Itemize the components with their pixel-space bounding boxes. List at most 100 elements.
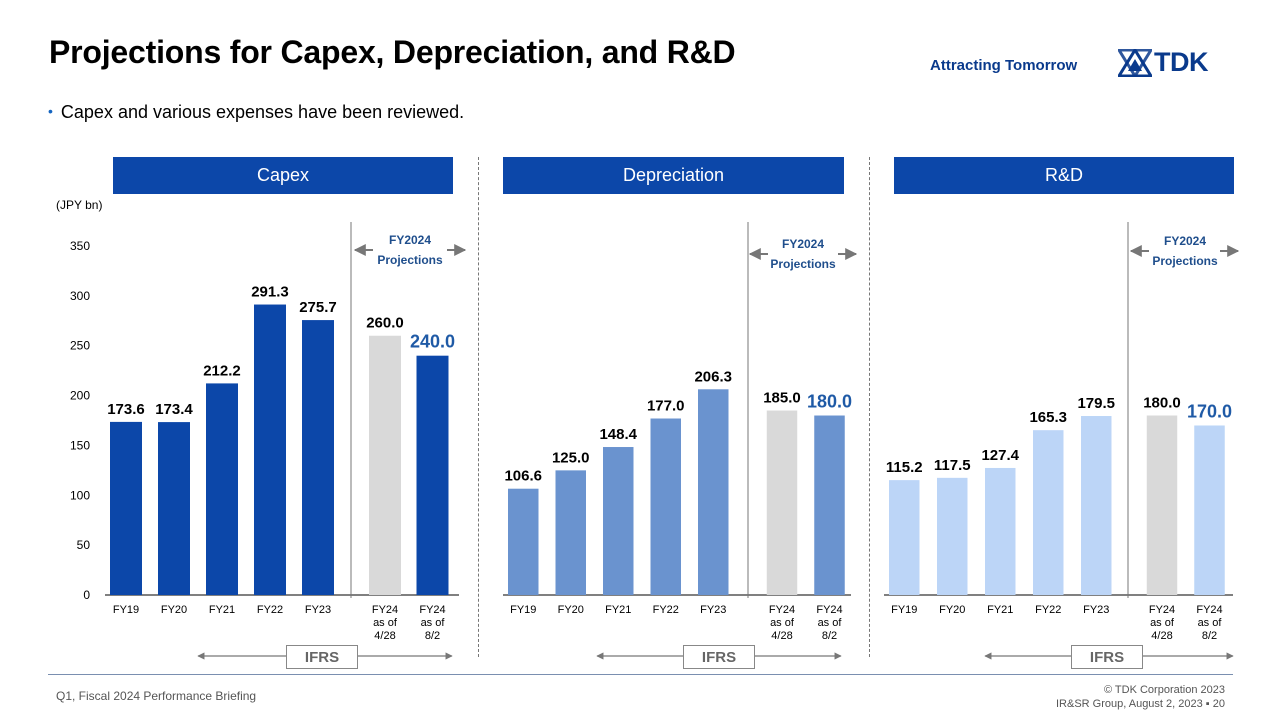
bar [985,467,1016,595]
footer-copyright-line: © TDK Corporation 2023 [1103,684,1225,696]
data-label: 170.0 [1187,401,1232,421]
data-label: 148.4 [599,426,637,443]
x-tick-label: FY21 [605,604,631,616]
x-tick-label: FY20 [939,604,965,616]
x-tick-label: 8/2 [822,630,837,642]
data-label: 206.3 [694,368,732,385]
data-label: 106.6 [504,468,542,485]
page-title: Projections for Capex, Depreciation, and… [49,34,736,70]
x-tick-label: FY23 [305,604,331,616]
ifrs-label: IFRS [286,645,358,669]
panel-divider [478,157,479,657]
bar [416,355,449,595]
data-label: 291.3 [251,284,289,301]
data-label: 125.0 [552,449,590,466]
x-tick-label: 4/28 [1151,630,1172,642]
bar [110,421,142,595]
projection-label-text: Projections [377,253,443,267]
y-tick-label: 0 [83,588,90,602]
y-tick-label: 200 [70,389,90,403]
data-label: 180.0 [807,392,852,412]
header-depreciation: Depreciation [503,157,844,194]
projection-label-year: FY2024 [1164,234,1206,248]
panel-divider [869,157,870,657]
y-tick-label: 250 [70,339,90,353]
data-label: 180.0 [1143,395,1181,412]
x-tick-label: FY24 [1149,604,1175,616]
bar [937,477,968,595]
x-tick-label: FY21 [987,604,1013,616]
bar [555,470,586,595]
header-rnd: R&D [894,157,1234,194]
bar [254,304,286,595]
bar [603,447,634,595]
bar [698,389,729,595]
x-tick-label: FY23 [1083,604,1109,616]
x-tick-label: as of [1198,617,1223,629]
bar [1146,415,1178,595]
logo-text: TDK [1154,47,1209,77]
bar [206,383,238,595]
header-capex: Capex [113,157,453,194]
data-label: 165.3 [1029,409,1067,426]
x-tick-label: as of [818,617,843,629]
data-label: 127.4 [981,447,1019,464]
bar [369,335,401,595]
data-label: 173.6 [107,401,145,418]
x-tick-label: FY24 [419,604,445,616]
y-tick-label: 150 [70,438,90,452]
x-tick-label: FY22 [1035,604,1061,616]
bar [766,410,798,595]
data-label: 173.4 [155,401,193,418]
bullet-text: Capex and various expenses have been rev… [60,102,465,122]
bar [650,418,681,595]
bar [1081,416,1112,595]
x-tick-label: FY22 [257,604,283,616]
bar [158,422,190,595]
y-tick-label: 300 [70,289,90,303]
bar [814,415,845,595]
ifrs-label: IFRS [1071,645,1143,669]
x-tick-label: 4/28 [374,630,395,642]
footer-copyright: © TDK Corporation 2023 IR&SR Group, Augu… [1056,683,1225,711]
x-tick-label: FY22 [653,604,679,616]
x-tick-label: FY19 [113,604,139,616]
x-tick-label: FY24 [769,604,795,616]
tdk-logo-icon [1118,48,1152,77]
ifrs-label: IFRS [683,645,755,669]
projection-label-year: FY2024 [782,237,824,251]
bar [1033,430,1064,595]
x-tick-label: FY24 [816,604,842,616]
x-tick-label: 8/2 [1202,630,1217,642]
data-label: 117.5 [934,457,971,474]
bullet-point: • Capex and various expenses have been re… [48,102,464,123]
bar [889,480,920,595]
x-tick-label: FY19 [891,604,917,616]
data-label: 179.5 [1077,395,1115,412]
x-tick-label: FY19 [510,604,536,616]
bar [1194,425,1225,595]
y-tick-label: 350 [70,239,90,253]
y-tick-label: 50 [77,538,91,552]
x-tick-label: as of [770,617,795,629]
tdk-logo: TDK [1118,47,1209,78]
data-label: 177.0 [647,398,685,415]
data-label: 275.7 [299,299,337,316]
x-tick-label: as of [421,617,446,629]
data-label: 240.0 [410,332,455,352]
footer-divider [48,674,1233,675]
bar [508,488,539,595]
x-tick-label: as of [373,617,398,629]
brand-tagline: Attracting Tomorrow [930,57,1078,74]
x-tick-label: FY24 [1196,604,1222,616]
data-label: 260.0 [366,315,404,332]
x-tick-label: 4/28 [771,630,792,642]
projection-label-text: Projections [770,257,836,271]
x-tick-label: FY20 [558,604,584,616]
x-tick-label: FY21 [209,604,235,616]
bar [302,320,334,595]
x-tick-label: FY20 [161,604,187,616]
x-tick-label: 8/2 [425,630,440,642]
y-tick-label: 100 [70,488,90,502]
